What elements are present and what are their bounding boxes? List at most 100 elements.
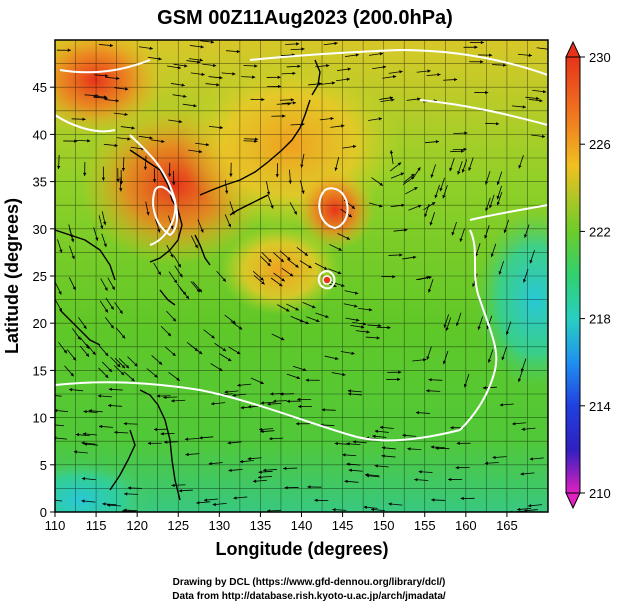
streamline-arrowhead: [489, 53, 493, 57]
streamline-arrowhead: [260, 429, 264, 434]
streamline-arrowhead: [455, 466, 459, 470]
streamline-arrowhead: [427, 69, 431, 73]
streamline-arrowhead: [292, 101, 296, 105]
streamline-arrowhead: [400, 172, 405, 176]
streamline-arrowhead: [348, 392, 352, 396]
streamline-arrowhead: [267, 402, 271, 406]
map-plot-area: [48, 40, 548, 512]
streamline-arrowhead: [224, 190, 229, 194]
colorbar-tick-label: 222: [589, 224, 611, 239]
streamline-arrowhead: [74, 139, 78, 143]
cool-region-southwest: [55, 460, 150, 512]
streamline-arrowhead: [252, 75, 256, 79]
streamline-arrowhead: [381, 454, 385, 458]
streamline-arrowhead: [280, 258, 284, 263]
streamline-arrowhead: [260, 401, 264, 405]
streamline-arrowhead: [216, 83, 220, 87]
streamline-arrowhead: [464, 131, 468, 135]
streamline-arrowhead: [389, 150, 394, 154]
streamline-arrowhead: [261, 97, 265, 102]
streamline-arrowhead: [348, 468, 352, 472]
streamline-arrowhead: [87, 139, 91, 143]
streamline-arrowhead: [414, 187, 418, 191]
y-axis-label: Latitude (degrees): [2, 198, 22, 354]
streamline-arrowhead: [229, 173, 233, 177]
streamline-arrowhead: [134, 363, 138, 367]
streamline-arrowhead: [407, 447, 411, 451]
streamline-arrowhead: [260, 380, 264, 385]
x-axis-label: Longitude (degrees): [215, 539, 388, 559]
streamline-arrowhead: [198, 288, 202, 293]
streamline-arrowhead: [179, 273, 183, 278]
streamline-arrowhead: [103, 95, 107, 99]
streamline-arrowhead: [374, 464, 378, 468]
streamline-arrowhead: [323, 266, 328, 270]
streamline-arrowhead: [412, 255, 417, 260]
streamline-arrowhead: [270, 392, 274, 396]
streamline-arrowhead: [200, 229, 204, 233]
streamline-arrowhead: [496, 181, 500, 185]
streamline-arrowhead: [355, 53, 359, 57]
streamline-arrowhead: [48, 498, 51, 501]
colorbar-tick-label: 210: [589, 486, 611, 501]
streamline-arrowhead: [307, 485, 311, 489]
streamline-arrowhead: [505, 331, 510, 335]
colorbar-top-arrow: [565, 40, 581, 58]
streamline-arrowhead: [268, 258, 272, 263]
streamline-arrowhead: [503, 63, 507, 67]
streamline-arrowhead: [121, 168, 126, 172]
streamline-arrowhead: [196, 501, 200, 505]
streamline-arrowhead: [316, 318, 320, 323]
streamline-arrowhead: [304, 252, 308, 256]
streamline-arrowhead: [487, 359, 492, 363]
streamline-arrowhead: [121, 364, 126, 369]
chart-title: GSM 00Z11Aug2023 (200.0hPa): [157, 7, 453, 29]
streamline-arrowhead: [341, 283, 345, 287]
streamline-arrowhead: [81, 499, 85, 503]
streamline-arrowhead: [541, 134, 546, 139]
streamline-arrowhead: [418, 470, 422, 474]
streamline-arrowhead: [157, 271, 161, 275]
streamline-arrowhead: [484, 235, 488, 239]
streamline-arrowhead: [163, 395, 167, 400]
streamline-arrowhead: [499, 403, 504, 407]
streamline-arrowhead: [453, 77, 458, 82]
streamline-arrowhead: [360, 325, 365, 329]
streamline-arrowhead: [199, 58, 203, 62]
streamline-arrowhead: [295, 264, 299, 268]
streamline-arrowhead: [451, 231, 455, 236]
streamline-arrowhead: [414, 478, 418, 482]
x-tick-label: 165: [496, 518, 518, 533]
streamline-arrowhead: [529, 259, 533, 264]
streamline-arrowhead: [397, 377, 401, 382]
streamline-arrowhead: [485, 90, 489, 95]
streamline-arrowhead: [102, 502, 106, 506]
streamline-arrowhead: [83, 172, 87, 176]
streamline-arrowhead: [227, 223, 232, 228]
streamline-arrowhead: [212, 63, 217, 68]
streamline-arrowhead: [305, 321, 309, 325]
streamline-arrowhead: [184, 437, 189, 441]
streamline-arrowhead: [131, 377, 135, 382]
streamline-arrowhead: [334, 41, 338, 46]
streamline-arrowhead: [196, 288, 200, 293]
streamline-arrowhead: [312, 305, 316, 309]
streamline-segment: [536, 47, 548, 50]
streamline-arrowhead: [67, 48, 71, 52]
streamline-arrowhead: [284, 486, 288, 490]
streamline-arrowhead: [379, 204, 383, 208]
streamline-arrowhead: [260, 277, 264, 281]
streamline-arrowhead: [480, 60, 484, 64]
streamline-arrowhead: [351, 205, 355, 209]
streamline-arrowhead: [300, 164, 304, 168]
streamline-arrowhead: [185, 295, 190, 299]
streamline-arrowhead: [157, 229, 161, 233]
streamline-arrowhead: [283, 466, 287, 471]
streamline-arrowhead: [341, 124, 345, 128]
streamline-arrowhead: [181, 83, 185, 87]
streamline-arrowhead: [321, 408, 325, 412]
streamline-arrowhead: [344, 479, 348, 484]
streamline-arrowhead: [69, 388, 73, 392]
streamline-arrowhead: [50, 423, 53, 426]
streamline-arrowhead: [177, 65, 181, 70]
